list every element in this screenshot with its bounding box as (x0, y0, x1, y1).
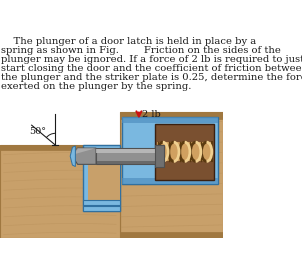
Text: plunger may be ignored. If a force of 2 lb is required to just: plunger may be ignored. If a force of 2 … (1, 55, 302, 64)
Text: The plunger of a door latch is held in place by a: The plunger of a door latch is held in p… (1, 37, 256, 46)
Polygon shape (72, 148, 96, 155)
Polygon shape (70, 146, 76, 167)
Bar (120, 232, 223, 238)
Bar (96, 148, 159, 164)
Bar (96, 161, 159, 164)
Polygon shape (72, 148, 96, 164)
Bar (155, 145, 164, 167)
Bar (83, 200, 120, 205)
Text: the plunger and the striker plate is 0.25, determine the force: the plunger and the striker plate is 0.2… (1, 73, 302, 82)
Bar (120, 112, 223, 119)
Bar (157, 142, 212, 161)
Bar (155, 124, 214, 180)
Bar (96, 149, 159, 153)
Text: 2 lb: 2 lb (142, 110, 161, 119)
Text: 50°: 50° (29, 127, 46, 136)
Bar (122, 117, 218, 123)
Bar (83, 206, 120, 211)
Bar (122, 178, 218, 184)
Bar (0, 145, 120, 150)
Text: spring as shown in Fig.        Friction on the sides of the: spring as shown in Fig. Friction on the … (1, 46, 281, 55)
Bar (83, 145, 120, 211)
Text: start closing the door and the coefficient of friction between: start closing the door and the coefficie… (1, 64, 302, 73)
Bar (88, 150, 120, 206)
Bar (120, 112, 223, 238)
Text: exerted on the plunger by the spring.: exerted on the plunger by the spring. (1, 82, 191, 91)
Bar (122, 117, 218, 184)
Bar (0, 145, 120, 238)
